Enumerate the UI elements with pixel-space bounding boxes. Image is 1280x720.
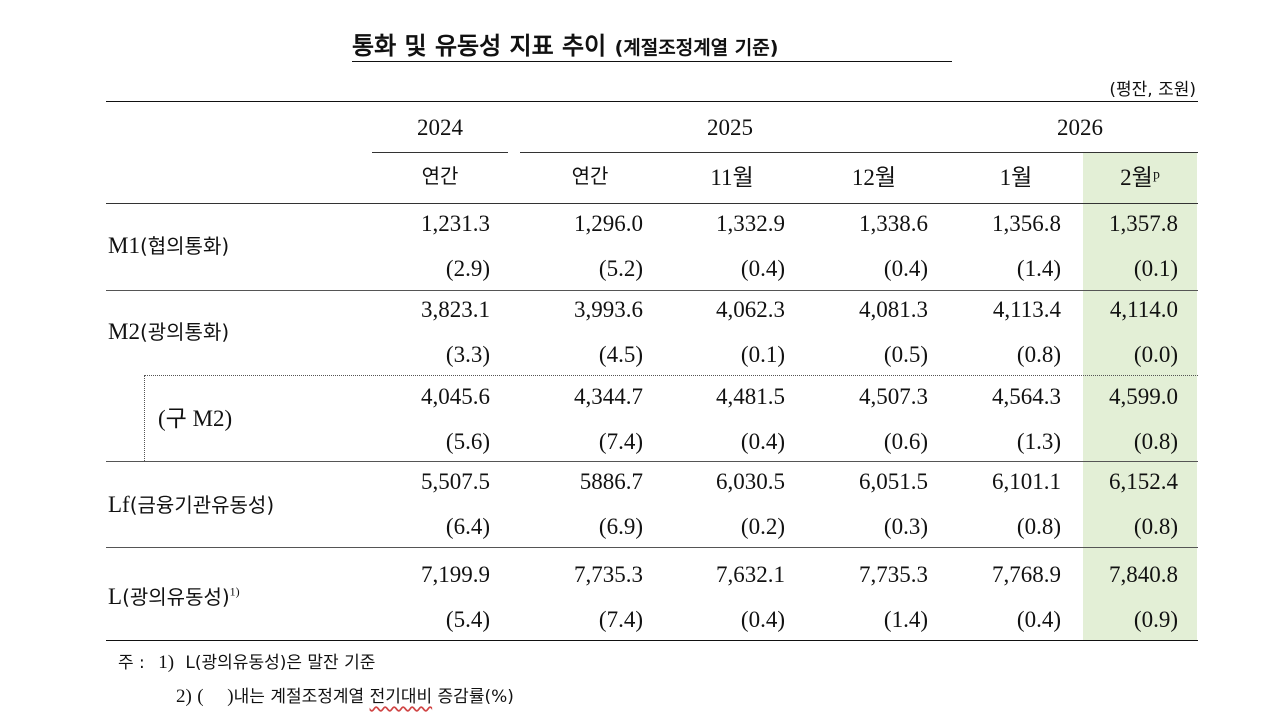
value-cell: 1,356.8 [992,211,1061,236]
row-rule-2 [144,375,1198,376]
change-cell: (6.9) [598,514,643,539]
change-cell: (0.4) [883,256,928,281]
change-cell: (1.4) [1016,256,1061,281]
title-sub: (계절조정계열 기준) [614,37,779,59]
value-cell: 1,231.3 [421,211,490,236]
change-cell: (0.8) [1133,514,1178,539]
value-cell: 4,564.3 [992,384,1061,409]
change-cell: (1.3) [1016,429,1061,454]
value-cell: 7,768.9 [992,562,1061,587]
change-cell: (0.5) [883,342,928,367]
value-cell: 4,481.5 [716,384,785,409]
change-cell: (0.8) [1016,342,1061,367]
row-label-l: L(광의유동성)1) [108,584,240,609]
change-cell: (1.4) [883,607,928,632]
value-cell: 1,332.9 [716,211,785,236]
change-cell: (0.9) [1133,607,1178,632]
period-header: 12월 [851,165,897,190]
change-cell: (0.4) [740,256,785,281]
value-cell: 5,507.5 [421,469,490,494]
value-cell: 5886.7 [579,469,643,494]
value-cell: 4,062.3 [716,297,785,322]
row-label-m1: M1(협의통화) [108,233,230,258]
change-cell: (7.4) [598,607,643,632]
value-cell: 1,338.6 [859,211,928,236]
year-rule-2024 [372,152,508,153]
period-header: 연간 [571,164,609,188]
change-cell: (7.4) [598,429,643,454]
row-label-old-m2: (구 M2) [158,406,233,431]
value-cell: 7,632.1 [716,562,785,587]
value-cell: 6,051.5 [859,469,928,494]
row-rule-3 [106,461,1198,462]
change-cell: (0.3) [883,514,928,539]
change-cell: (0.8) [1016,514,1061,539]
unit-label: (평잔, 조원) [1109,80,1196,100]
change-cell: (5.4) [445,607,490,632]
sub-row-divider [144,375,145,461]
value-cell: 1,357.8 [1109,211,1178,236]
change-cell: (0.1) [1133,256,1178,281]
header-rule [106,203,1198,204]
change-cell: (2.9) [445,256,490,281]
value-cell: 4,344.7 [574,384,643,409]
period-header: 연간 [421,164,459,188]
change-cell: (4.5) [598,342,643,367]
period-header: 2월ᵖ [1120,165,1160,190]
value-cell: 1,296.0 [574,211,643,236]
value-cell: 7,735.3 [574,562,643,587]
change-cell: (6.4) [445,514,490,539]
value-cell: 6,152.4 [1109,469,1178,494]
row-rule-4 [106,547,1198,548]
change-cell: (0.4) [740,429,785,454]
value-cell: 3,993.6 [574,297,643,322]
year-2026: 2026 [1057,115,1103,140]
highlight-column [1083,152,1197,640]
change-cell: (0.4) [1016,607,1061,632]
bottom-rule [106,640,1198,641]
change-cell: (0.1) [740,342,785,367]
year-2025: 2025 [707,115,753,140]
value-cell: 4,113.4 [992,297,1061,322]
change-cell: (5.6) [445,429,490,454]
top-rule [106,101,1198,102]
change-cell: (0.0) [1133,342,1178,367]
change-cell: (3.3) [445,342,490,367]
row-label-m2: M2(광의통화) [108,319,230,344]
year-rule-2025-2026 [520,152,1198,153]
value-cell: 6,030.5 [716,469,785,494]
change-cell: (0.6) [883,429,928,454]
value-cell: 7,735.3 [859,562,928,587]
title-underline [352,61,952,62]
value-cell: 7,840.8 [1109,562,1178,587]
row-label-lf: Lf(금융기관유동성) [108,492,275,517]
note-2: 2) ( )내는 계절조정계열 전기대비 증감률(%) [176,686,514,707]
table-title: 통화 및 유동성 지표 추이 (계절조정계열 기준) [352,26,952,62]
change-cell: (0.2) [740,514,785,539]
value-cell: 6,101.1 [992,469,1061,494]
change-cell: (5.2) [598,256,643,281]
title-main: 통화 및 유동성 지표 추이 [352,32,607,60]
note-1: 주 : 1) L(광의유동성)은 말잔 기준 [118,652,376,673]
period-header: 1월 [999,165,1033,190]
value-cell: 4,599.0 [1109,384,1178,409]
value-cell: 7,199.9 [421,562,490,587]
year-2024: 2024 [417,115,463,140]
value-cell: 4,045.6 [421,384,490,409]
row-rule-1 [106,290,1198,291]
value-cell: 4,507.3 [859,384,928,409]
value-cell: 3,823.1 [421,297,490,322]
period-header: 11월 [710,165,754,190]
change-cell: (0.4) [740,607,785,632]
value-cell: 4,114.0 [1109,297,1178,322]
change-cell: (0.8) [1133,429,1178,454]
value-cell: 4,081.3 [859,297,928,322]
